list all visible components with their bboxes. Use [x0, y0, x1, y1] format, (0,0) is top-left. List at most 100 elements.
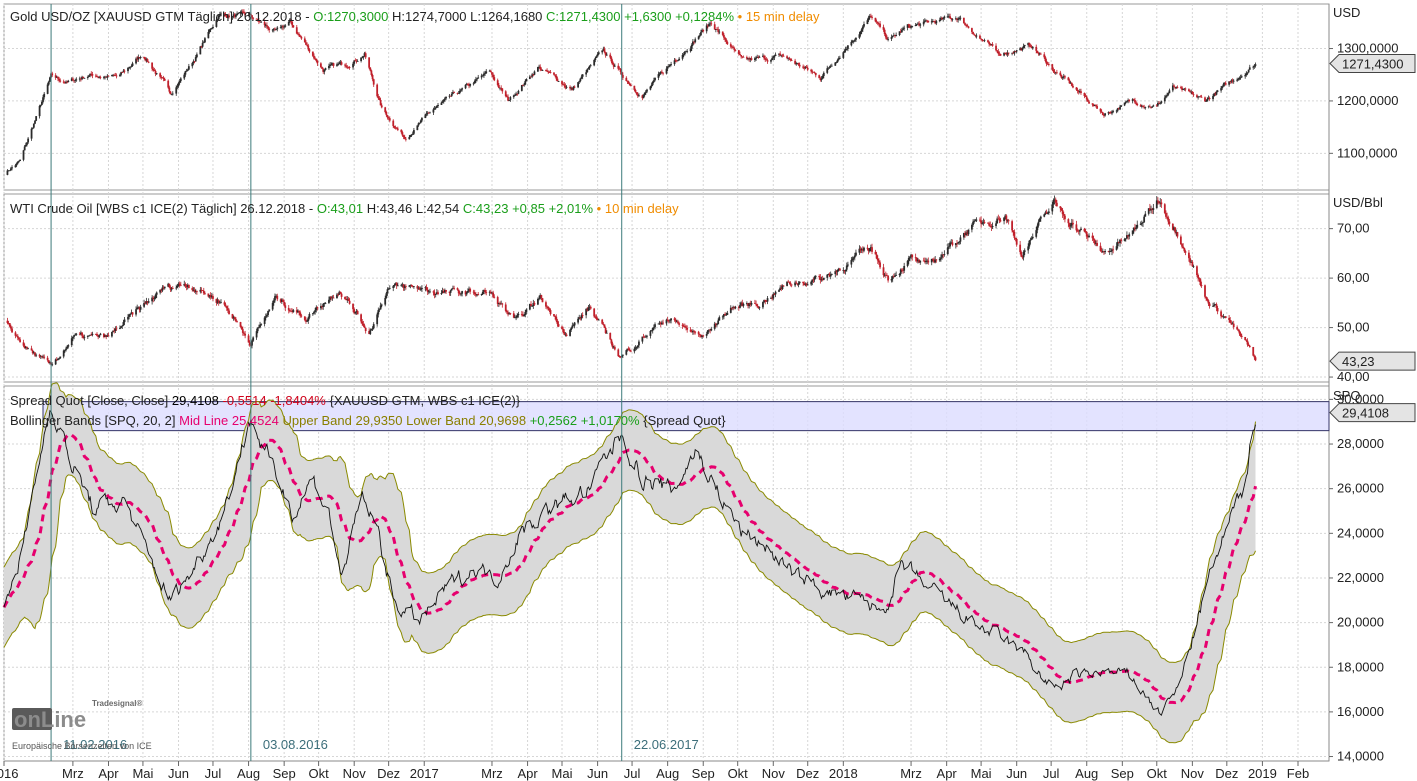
candle-body	[163, 79, 166, 81]
candle-body	[1132, 227, 1135, 231]
candle-body	[355, 60, 358, 62]
candle-body	[657, 74, 660, 78]
candle-body	[1212, 305, 1214, 307]
candle-body	[530, 304, 532, 307]
candle-body	[369, 67, 372, 71]
candle-body	[940, 257, 942, 259]
candle-body	[892, 35, 895, 37]
candle-body	[702, 335, 705, 337]
candle-body	[477, 294, 480, 296]
candle-body	[135, 58, 137, 64]
candle-body	[662, 322, 664, 324]
candle-body	[867, 17, 870, 21]
candle-body	[571, 325, 574, 328]
candle-body	[853, 255, 856, 258]
candle-body	[998, 53, 1001, 55]
candle-body	[1183, 88, 1186, 90]
candle-body	[408, 285, 411, 287]
candle-body	[329, 64, 331, 66]
candle-body	[97, 335, 100, 337]
candle-body	[435, 106, 438, 108]
candle-body	[1120, 105, 1123, 107]
candle-body	[433, 292, 436, 295]
candle-body	[1053, 71, 1056, 73]
candle-body	[316, 60, 319, 64]
candle-body	[594, 58, 597, 60]
candle-body	[363, 53, 366, 57]
candle-body	[1230, 80, 1233, 82]
candle-body	[193, 61, 196, 63]
candle-body	[909, 25, 911, 28]
candle-body	[654, 77, 656, 81]
candle-body	[403, 136, 406, 139]
candle-body	[1204, 285, 1206, 297]
candle-body	[426, 289, 429, 292]
candle-body	[55, 77, 58, 78]
candle-body	[232, 317, 235, 319]
x-tick-label: 2019	[1248, 766, 1277, 781]
candle-body	[708, 24, 710, 26]
candle-body	[892, 276, 895, 278]
candle-body	[177, 82, 180, 87]
candle-body	[612, 64, 615, 67]
candle-body	[972, 31, 974, 35]
candle-body	[368, 331, 371, 335]
candle-body	[674, 60, 677, 62]
candle-body	[257, 20, 260, 22]
candle-body	[307, 45, 310, 50]
candle-body	[145, 59, 148, 61]
candle-body	[972, 221, 974, 225]
candle-body	[360, 314, 362, 322]
candle-body	[1031, 46, 1034, 49]
candle-body	[538, 66, 540, 68]
candle-body	[1021, 47, 1024, 50]
candle-body	[1158, 201, 1160, 204]
candle-body	[276, 27, 279, 30]
candle-body	[605, 54, 608, 56]
candle-body	[404, 138, 407, 140]
candle-body	[169, 91, 172, 95]
candle-body	[902, 270, 904, 271]
candle-body	[1067, 219, 1070, 224]
candle-body	[460, 89, 462, 91]
candle-body	[450, 93, 453, 96]
candle-body	[315, 58, 318, 61]
logo-main-text: onLine	[14, 707, 86, 732]
candle-body	[1047, 64, 1050, 65]
candle-body	[175, 287, 178, 289]
candle-body	[1051, 204, 1054, 212]
candle-body	[1173, 85, 1175, 87]
candle-body	[247, 14, 250, 16]
candle-body	[1207, 98, 1210, 100]
candle-body	[59, 80, 62, 82]
candle-body	[32, 352, 35, 354]
candle-body	[136, 307, 139, 310]
candle-body	[602, 323, 605, 325]
candle-body	[247, 335, 250, 343]
spread-series	[2, 409, 1257, 716]
candle-body	[1068, 223, 1071, 227]
candle-body	[619, 68, 622, 72]
candle-body	[941, 254, 943, 258]
candle-body	[442, 291, 445, 293]
candle-body	[692, 41, 694, 45]
candle-body	[1062, 76, 1065, 78]
candle-body	[256, 19, 259, 21]
candle-body	[1208, 303, 1211, 307]
y-tick-label: 1300,0000	[1337, 41, 1398, 56]
candle-body	[971, 28, 973, 32]
candle-body	[187, 66, 190, 70]
candle-body	[917, 259, 919, 262]
candle-body	[1061, 76, 1064, 78]
candle-body	[731, 46, 733, 48]
candle-body	[444, 290, 446, 293]
candle-body	[338, 63, 341, 65]
candle-body	[579, 317, 582, 319]
candle-body	[666, 319, 669, 321]
candle-body	[410, 134, 413, 136]
candle-body	[185, 70, 188, 72]
candle-body	[541, 298, 544, 303]
candle-body	[123, 319, 126, 323]
candle-body	[419, 120, 422, 123]
candle-body	[571, 87, 574, 90]
